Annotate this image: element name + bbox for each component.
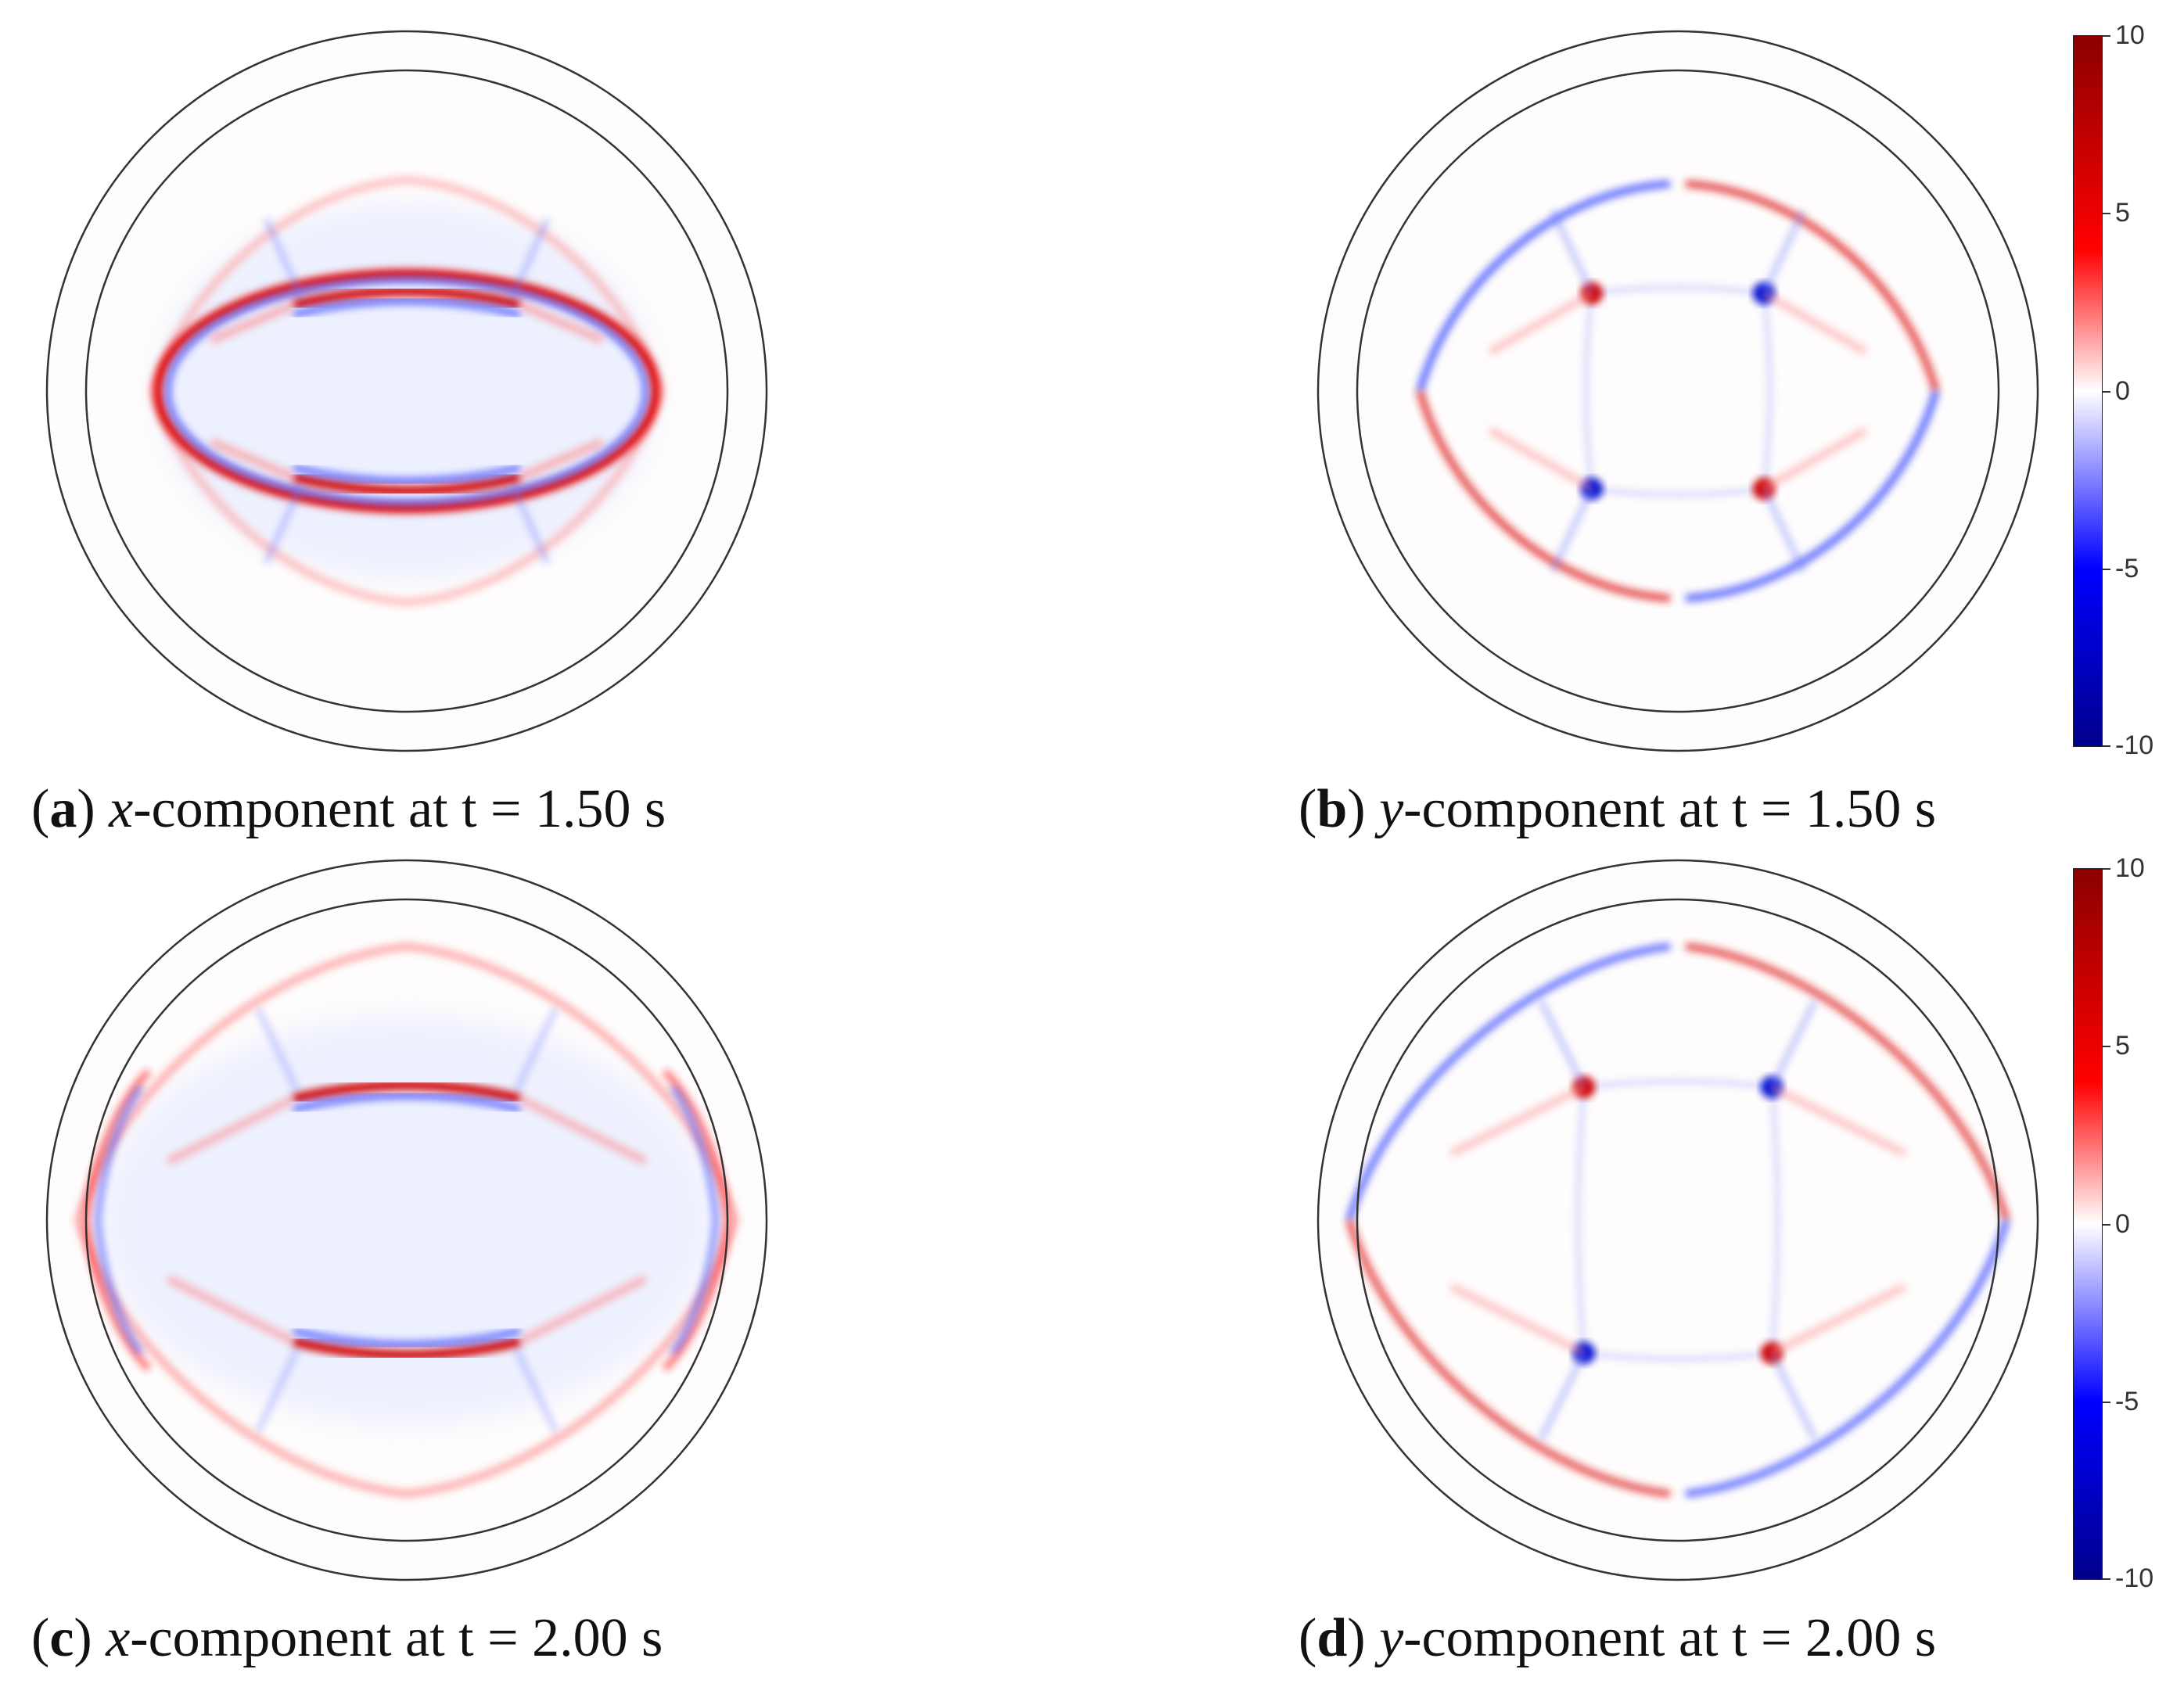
colorbar-bottom-label-neg5: -5 — [2115, 1387, 2139, 1416]
caption-d-text: -component at t = 2.00 s — [1403, 1608, 1937, 1668]
wavefield-y-t200 — [1317, 859, 2039, 1581]
caption-b-component: y — [1379, 779, 1404, 839]
wavefield-x-t150 — [45, 30, 768, 752]
caption-a-letter: a — [49, 779, 77, 839]
colorbar-top-tick — [2103, 745, 2110, 747]
colorbar-bottom-label-neg10: -10 — [2115, 1563, 2154, 1593]
colorbar-bottom-label-0: 0 — [2115, 1209, 2130, 1239]
colorbar-top-gradient — [2073, 35, 2103, 747]
colorbar-top-label-neg5: -5 — [2115, 554, 2139, 583]
caption-d-letter: d — [1317, 1608, 1348, 1668]
caption-a-component: x — [109, 779, 134, 839]
caption-b-text: -component at t = 1.50 s — [1403, 779, 1937, 839]
caption-c: (c) x-component at t = 2.00 s — [31, 1608, 663, 1668]
colorbar-top-label-0: 0 — [2115, 376, 2130, 406]
panel-a-plot — [31, 23, 798, 790]
colorbar-bottom-tick — [2103, 1402, 2110, 1403]
colorbar-top-label-10: 10 — [2115, 20, 2145, 50]
colorbar-bottom-tick — [2103, 1224, 2110, 1226]
colorbar-bottom-tick — [2103, 1046, 2110, 1047]
colorbar-bottom-label-10: 10 — [2115, 853, 2145, 883]
colorbar-top-label-5: 5 — [2115, 198, 2130, 228]
colorbar-top-tick — [2103, 569, 2110, 570]
colorbar-top-label-neg10: -10 — [2115, 730, 2154, 760]
colorbar-top-tick — [2103, 213, 2110, 214]
colorbar-top-tick — [2103, 391, 2110, 393]
caption-c-letter: c — [49, 1608, 74, 1668]
caption-b-letter: b — [1317, 779, 1348, 839]
colorbar-bottom-gradient — [2073, 868, 2103, 1580]
caption-a-text: -component at t = 1.50 s — [133, 779, 666, 839]
caption-a: (a) x-component at t = 1.50 s — [31, 779, 666, 839]
wavefield-x-t200 — [45, 859, 768, 1581]
caption-d-component: y — [1379, 1608, 1404, 1668]
panel-b-plot — [1302, 23, 2069, 790]
caption-b: (b) y-component at t = 1.50 s — [1299, 779, 1937, 839]
colorbar-bottom-tick — [2103, 868, 2110, 870]
caption-d: (d) y-component at t = 2.00 s — [1299, 1608, 1937, 1668]
caption-c-text: -component at t = 2.00 s — [130, 1608, 663, 1668]
colorbar-bottom-tick — [2103, 1578, 2110, 1580]
colorbar-bottom-label-5: 5 — [2115, 1031, 2130, 1061]
colorbar-top-tick — [2103, 35, 2110, 37]
panel-c-plot — [31, 852, 798, 1619]
caption-c-component: x — [106, 1608, 131, 1668]
panel-d-plot — [1302, 852, 2069, 1619]
wavefield-y-t150 — [1317, 30, 2039, 752]
